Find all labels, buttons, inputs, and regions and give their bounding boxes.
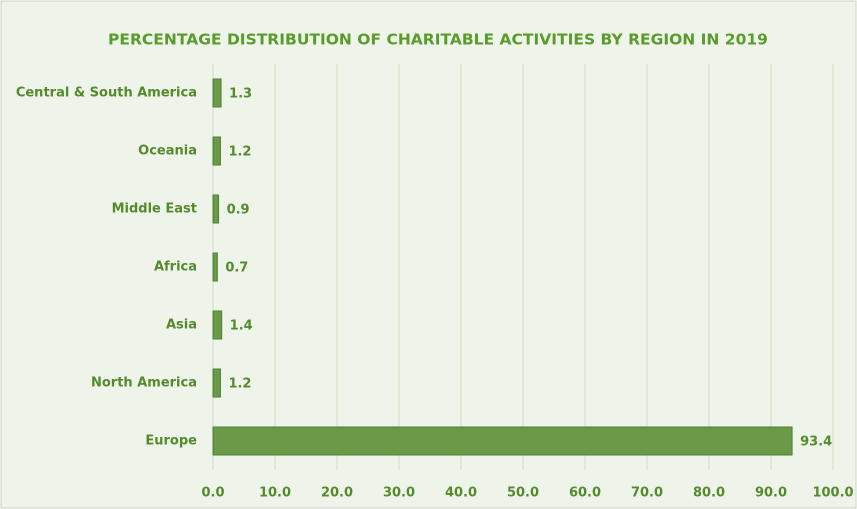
x-tick-label: 70.0 [631, 486, 663, 501]
x-tick-label: 30.0 [383, 486, 415, 501]
bar [212, 194, 220, 224]
bar [212, 136, 221, 166]
x-tick-label: 80.0 [693, 486, 725, 501]
x-tick-label: 0.0 [201, 486, 224, 501]
x-tick-label: 50.0 [507, 486, 539, 501]
x-tick-label: 20.0 [321, 486, 353, 501]
chart-title: PERCENTAGE DISTRIBUTION OF CHARITABLE AC… [108, 31, 768, 49]
data-label: 1.4 [230, 319, 253, 334]
y-tick-label: Middle East [112, 202, 197, 217]
x-tick-label: 90.0 [755, 486, 787, 501]
data-label: 1.2 [228, 377, 251, 392]
data-label: 1.2 [228, 145, 251, 160]
y-tick-label: Europe [145, 434, 197, 449]
y-tick-label: Africa [154, 260, 197, 275]
bar [212, 78, 222, 108]
bar [212, 426, 793, 456]
bar [212, 252, 218, 282]
y-tick-label: North America [91, 376, 197, 391]
bar [212, 310, 223, 340]
y-tick-label: Oceania [138, 144, 197, 159]
x-tick-label: 40.0 [445, 486, 477, 501]
data-label: 93.4 [800, 435, 832, 450]
x-tick-label: 60.0 [569, 486, 601, 501]
y-tick-label: Central & South America [16, 86, 197, 101]
bar [212, 368, 221, 398]
data-label: 0.7 [225, 261, 248, 276]
x-tick-label: 10.0 [259, 486, 291, 501]
x-tick-label: 100.0 [812, 486, 853, 501]
data-label: 0.9 [227, 203, 250, 218]
data-label: 1.3 [229, 87, 252, 102]
y-tick-label: Asia [166, 318, 197, 333]
